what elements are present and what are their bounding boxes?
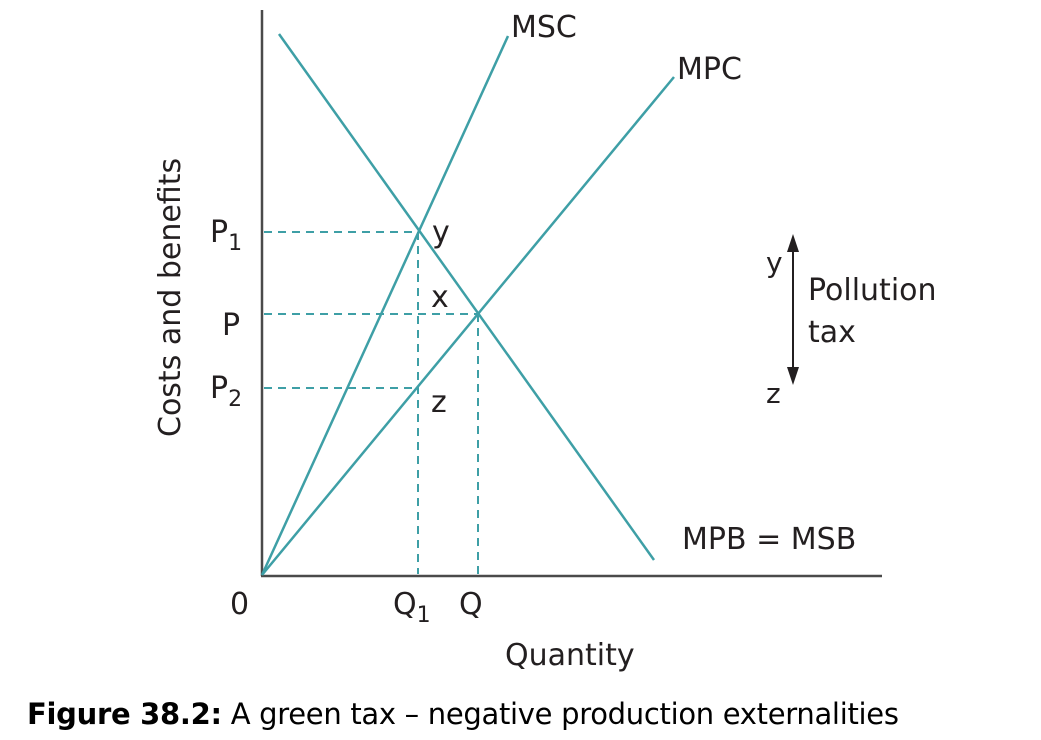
q1-tick-label: Q1 — [393, 587, 431, 628]
msc-label: MSC — [511, 10, 577, 45]
p1-tick-label: P1 — [210, 215, 242, 256]
mpc-label: MPC — [677, 52, 742, 87]
origin-label: 0 — [230, 587, 249, 622]
caption-text: A green tax – negative production extern… — [221, 697, 899, 731]
q-tick-label: Q — [459, 587, 483, 622]
tax-label-line2: tax — [808, 315, 856, 350]
tax-top-label: y — [766, 246, 783, 279]
arrow-up-icon — [787, 234, 799, 252]
green-tax-diagram: MSC MPC MPB = MSB Costs and benefits P1 … — [153, 10, 937, 673]
x-axis-label: Quantity — [505, 638, 635, 673]
pollution-tax-annotation: y z Pollution tax — [766, 234, 937, 410]
point-y-label: y — [432, 215, 450, 250]
tax-bottom-label: z — [766, 377, 781, 410]
msc-curve — [260, 35, 510, 576]
p-tick-label: P — [222, 308, 240, 343]
arrow-down-icon — [787, 367, 799, 385]
mpb-msb-label: MPB = MSB — [682, 522, 856, 557]
y-axis-label: Costs and benefits — [153, 158, 188, 437]
point-x-label: x — [431, 280, 449, 315]
point-z-label: z — [431, 385, 447, 420]
caption-number: Figure 38.2: — [27, 697, 222, 731]
guide-lines — [264, 231, 479, 574]
mpb-msb-curve — [277, 33, 656, 561]
mpc-curve — [261, 76, 675, 576]
p2-tick-label: P2 — [210, 371, 242, 412]
tax-label-line1: Pollution — [808, 273, 937, 308]
figure-caption: Figure 38.2: A green tax – negative prod… — [0, 697, 1041, 731]
